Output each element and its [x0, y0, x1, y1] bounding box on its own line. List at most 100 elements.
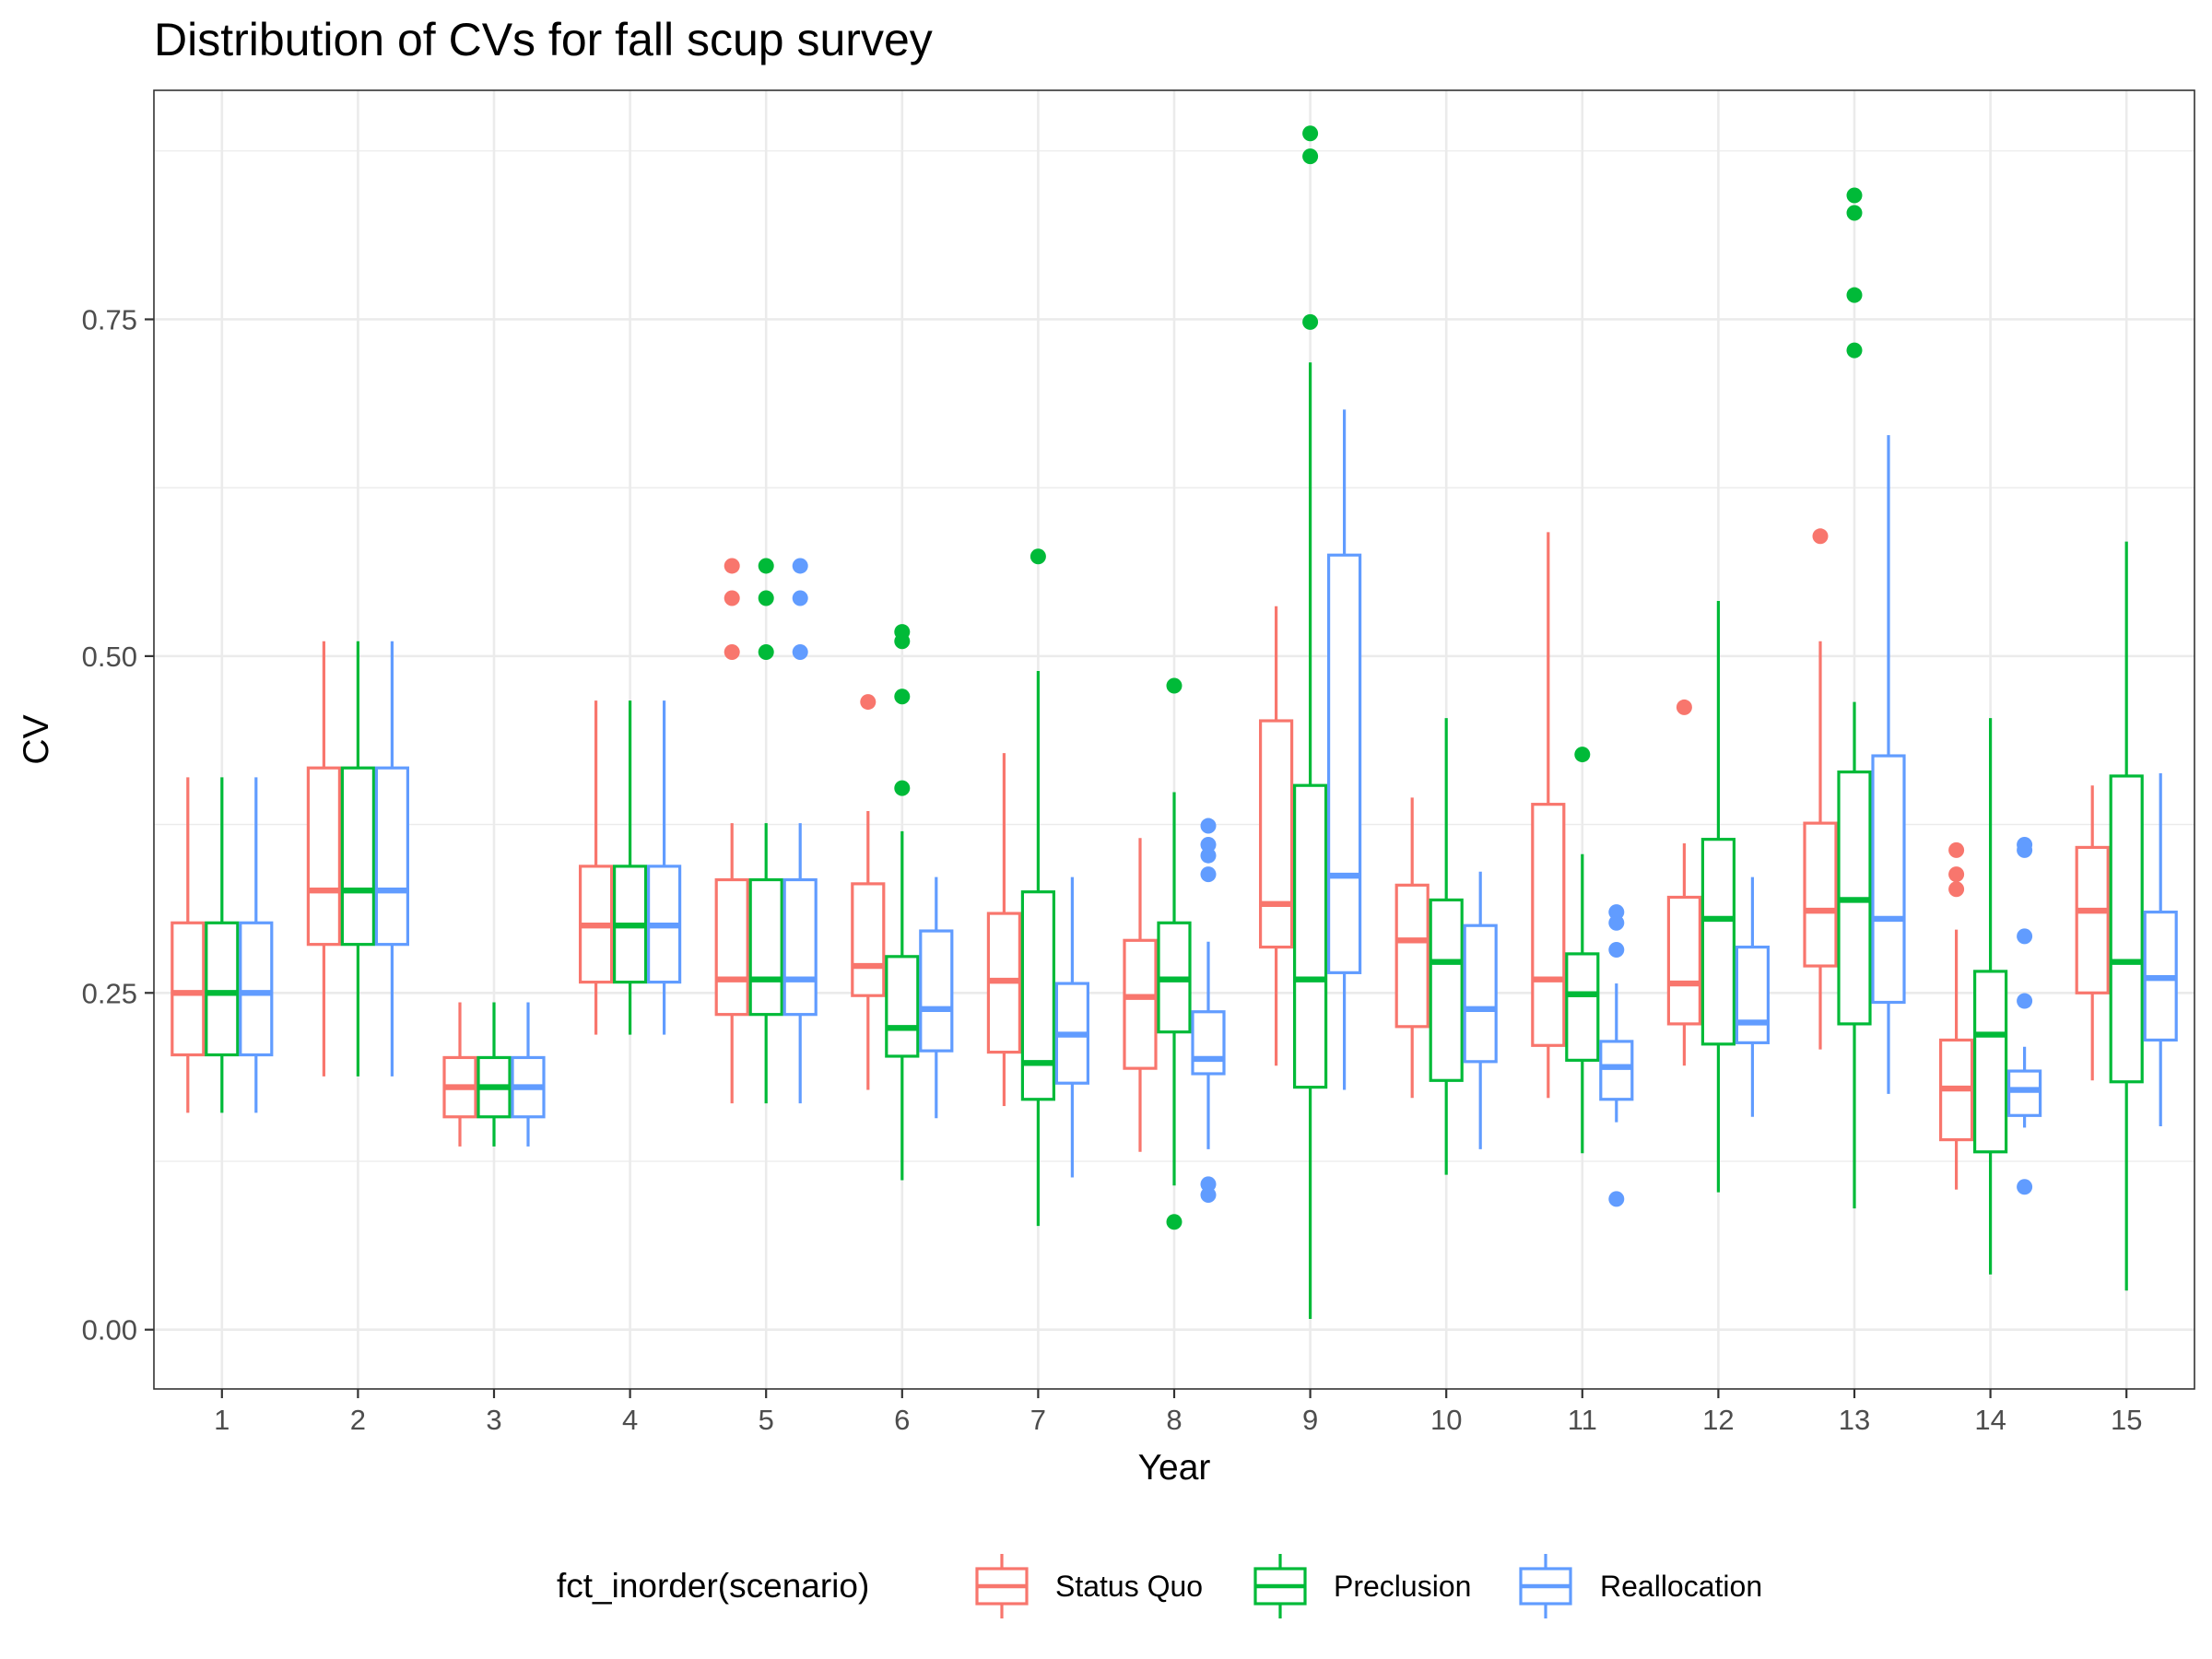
box-reallocation-year-14 [2007, 837, 2042, 1195]
outlier-point [860, 694, 877, 711]
outlier-point [894, 624, 911, 641]
x-tick-label: 6 [894, 1404, 910, 1436]
box-preclusion-year-15 [2109, 541, 2144, 1291]
box-iqr [171, 921, 206, 1057]
box-preclusion-year-11 [1565, 747, 1600, 1154]
chart-title: Distribution of CVs for fall scup survey [154, 14, 933, 65]
box-status-quo-year-7 [986, 753, 1022, 1107]
outlier-point [724, 590, 740, 606]
x-tick-label: 10 [1430, 1404, 1462, 1436]
outlier-point [1302, 125, 1319, 142]
x-tick-label: 11 [1568, 1404, 1597, 1436]
box-iqr [306, 766, 341, 947]
box-reallocation-year-5 [782, 558, 818, 1104]
box-status-quo-year-15 [2075, 785, 2110, 1081]
outlier-point [2017, 1179, 2033, 1195]
box-status-quo-year-12 [1666, 699, 1702, 1066]
y-axis-title: CV [17, 714, 56, 764]
box-iqr [1871, 754, 1906, 1005]
outlier-point [2017, 993, 2033, 1009]
box-iqr [851, 882, 886, 997]
outlier-point [1948, 841, 1965, 858]
x-tick-label: 5 [759, 1404, 774, 1436]
outlier-point [1812, 528, 1829, 545]
box-preclusion-year-9 [1292, 125, 1328, 1319]
box-preclusion-year-6 [885, 624, 920, 1181]
outlier-point [2017, 928, 2033, 945]
box-iqr [1020, 890, 1056, 1101]
box-iqr [1735, 945, 1771, 1044]
outlier-point [724, 558, 740, 574]
outlier-point [1608, 904, 1625, 921]
box-iqr [1123, 938, 1158, 1070]
x-tick-label: 9 [1302, 1404, 1318, 1436]
box-iqr [1531, 803, 1566, 1047]
legend-item-preclusion: Preclusion [1253, 1554, 1471, 1618]
outlier-point [1200, 1176, 1217, 1193]
legend-label: Reallocation [1600, 1570, 1762, 1603]
outlier-point [1574, 747, 1591, 763]
legend: fct_inorder(scenario) Status Quo Preclusi… [557, 1554, 1762, 1618]
box-iqr [1292, 783, 1328, 1089]
outlier-point [2017, 837, 2033, 853]
outlier-point [1608, 942, 1625, 959]
outlier-point [1608, 1191, 1625, 1207]
legend-item-reallocation: Reallocation [1519, 1554, 1762, 1618]
box-reallocation-year-3 [511, 1002, 546, 1147]
outlier-point [1200, 1187, 1217, 1204]
box-status-quo-year-9 [1258, 606, 1294, 1066]
box-iqr [374, 766, 409, 947]
y-tick-label: 0.50 [82, 641, 137, 673]
box-status-quo-year-1 [171, 777, 206, 1113]
outlier-point [1200, 818, 1217, 834]
box-preclusion-year-3 [477, 1002, 512, 1147]
outlier-point [1200, 866, 1217, 883]
box-reallocation-year-2 [374, 641, 409, 1077]
axes: 0.000.250.500.751 2 3 4 5 6 7 8 9 10 11 12 13 14 15 [82, 303, 2143, 1436]
box-preclusion-year-14 [1973, 718, 2008, 1275]
box-reallocation-year-15 [2143, 773, 2178, 1126]
outlier-point [1030, 548, 1046, 565]
outlier-point [1200, 847, 1217, 864]
outlier-point [792, 558, 808, 574]
y-tick-label: 0.00 [82, 1314, 137, 1347]
box-status-quo-year-2 [306, 641, 341, 1077]
legend-title: fct_inorder(scenario) [557, 1567, 869, 1605]
box-status-quo-year-6 [851, 694, 886, 1090]
y-tick-label: 0.75 [82, 303, 137, 335]
outlier-point [1846, 287, 1863, 303]
box-preclusion-year-8 [1157, 677, 1192, 1230]
box-reallocation-year-8 [1191, 818, 1226, 1204]
x-tick-label: 7 [1030, 1404, 1046, 1436]
outlier-point [1302, 313, 1319, 330]
x-axis-title: Year [1138, 1448, 1211, 1488]
box-reallocation-year-1 [239, 777, 274, 1113]
box-reallocation-year-4 [646, 700, 682, 1035]
outlier-point [792, 590, 808, 606]
outlier-point [758, 643, 774, 660]
box-iqr [239, 921, 274, 1057]
data-layer [171, 125, 2178, 1319]
outlier-point [724, 643, 740, 660]
outlier-point [1166, 1214, 1182, 1230]
box-status-quo-year-8 [1123, 838, 1158, 1152]
box-preclusion-year-7 [1020, 548, 1056, 1227]
outlier-point [1676, 699, 1692, 715]
outlier-point [792, 643, 808, 660]
box-reallocation-year-10 [1463, 871, 1498, 1149]
box-iqr [782, 877, 818, 1017]
legend-label: Status Quo [1055, 1570, 1203, 1603]
box-reallocation-year-13 [1871, 435, 1906, 1094]
x-tick-label: 4 [622, 1404, 638, 1436]
box-iqr [1803, 821, 1838, 968]
box-status-quo-year-10 [1394, 797, 1430, 1099]
box-preclusion-year-5 [748, 558, 783, 1104]
box-status-quo-year-4 [578, 700, 614, 1035]
box-iqr [1463, 924, 1498, 1064]
box-iqr [714, 877, 749, 1017]
box-iqr [1700, 838, 1736, 1046]
legend-item-status-quo: Status Quo [975, 1554, 1203, 1618]
box-iqr [1258, 719, 1294, 949]
x-tick-label: 2 [350, 1404, 366, 1436]
